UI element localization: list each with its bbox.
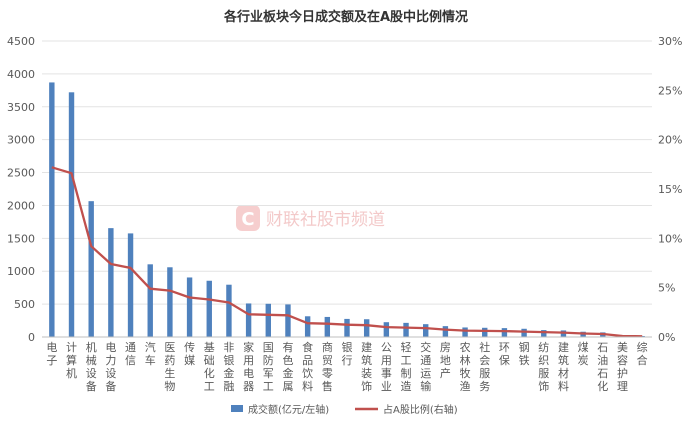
x-tick-label: 社会服务 [479, 340, 490, 393]
legend-line-label: 占A股比例(右轴) [383, 403, 458, 416]
bar-商贸零售 [324, 316, 331, 337]
right-axis-tick-label: 0% [658, 331, 675, 344]
x-tick-label: 轻工制造 [401, 340, 412, 393]
x-tick-label: 交通运输 [420, 340, 431, 393]
bar-社会服务 [482, 327, 488, 337]
bar-银行 [344, 318, 350, 337]
x-tick-label: 食品饮料 [302, 340, 313, 393]
watermark-logo-letter: C [241, 209, 254, 230]
bar-公用事业 [383, 322, 390, 337]
left-axis-tick-label: 3000 [7, 134, 35, 147]
x-axis-labels: 电子计算机机械设备电力设备通信汽车医药生物传媒基础化工非银金融家用电器国防军工有… [46, 340, 647, 393]
x-tick-label: 国防军工 [263, 341, 274, 393]
x-tick-label: 机械设备 [86, 340, 97, 393]
x-tick-label: 非银金融 [223, 341, 234, 393]
x-tick-label: 商贸零售 [322, 340, 333, 393]
x-tick-label: 房地产 [440, 341, 451, 380]
left-axis-tick-label: 1500 [7, 232, 35, 245]
x-tick-label: 纺织服饰 [538, 340, 549, 393]
chart-title: 各行业板块今日成交额及在A股中比例情况 [223, 9, 468, 25]
x-tick-label: 建筑装饰 [361, 340, 372, 393]
bar-电子 [49, 82, 55, 337]
left-axis-tick-label: 4000 [7, 68, 35, 81]
left-axis-tick-label: 3500 [7, 101, 35, 114]
x-tick-label: 综合 [637, 340, 648, 367]
x-tick-label: 计算机 [66, 341, 77, 380]
x-tick-label: 医药生物 [164, 341, 175, 393]
watermark: C 财联社股市频道 [236, 205, 385, 231]
bar-国防军工 [265, 303, 271, 337]
x-tick-label: 汽车 [145, 340, 156, 367]
gridlines [42, 40, 652, 305]
legend: 成交额(亿元/左轴) 占A股比例(右轴) [231, 403, 458, 416]
right-axis-tick-label: 25% [658, 84, 682, 97]
watermark-text: 财联社股市频道 [266, 210, 385, 230]
left-axis-tick-label: 0 [28, 331, 35, 344]
x-tick-label: 钢铁 [519, 341, 530, 367]
x-tick-label: 石油石化 [597, 341, 608, 393]
x-tick-label: 电力设备 [105, 341, 116, 393]
x-tick-label: 传媒 [184, 341, 195, 367]
bar-房地产 [442, 326, 449, 337]
right-axis-tick-label: 5% [658, 282, 675, 295]
bar-汽车 [147, 264, 153, 337]
bar-钢铁 [521, 328, 527, 337]
bar-有色金属 [285, 304, 291, 337]
bar-计算机 [68, 92, 75, 337]
bar-基础化工 [206, 280, 212, 337]
bar-医药生物 [167, 267, 173, 337]
legend-bar-label: 成交额(亿元/左轴) [248, 403, 329, 416]
x-tick-label: 基础化工 [204, 341, 215, 393]
x-tick-label: 银行 [342, 340, 353, 367]
x-tick-label: 农林牧渔 [460, 340, 471, 393]
right-axis-tick-label: 15% [658, 183, 682, 196]
x-tick-label: 家用电器 [243, 340, 254, 393]
right-axis-tick-label: 20% [658, 134, 682, 147]
x-tick-label: 煤炭 [578, 341, 589, 367]
line-series [51, 166, 643, 338]
bar-纺织服饰 [541, 330, 547, 337]
bar-通信 [127, 233, 134, 337]
bar-建筑装饰 [363, 319, 370, 337]
right-axis-tick-label: 10% [658, 232, 682, 245]
x-tick-label: 有色金属 [282, 340, 293, 393]
x-tick-label: 电子 [46, 341, 57, 367]
axes: 0 500 1000 1500 2000 2500 3000 3500 4000 4500 0% 5%… [7, 35, 682, 344]
bar-非银金融 [226, 284, 232, 337]
bar-食品饮料 [304, 316, 311, 337]
watermark-logo-icon [236, 205, 260, 231]
x-tick-label: 建筑材料 [558, 340, 569, 393]
bar-农林牧渔 [462, 327, 468, 337]
bar-交通运输 [423, 324, 429, 337]
bar-传媒 [186, 277, 193, 337]
x-tick-label: 公用事业 [381, 341, 392, 393]
legend-bar-swatch [231, 405, 243, 412]
left-axis-tick-label: 1000 [7, 265, 35, 278]
x-tick-label: 美容护理 [617, 341, 628, 393]
left-axis-tick-label: 2000 [7, 199, 35, 212]
ratio-line [51, 166, 643, 338]
x-tick-label: 通信 [125, 341, 136, 367]
left-axis-tick-label: 2500 [7, 167, 35, 180]
bar-series [49, 82, 645, 337]
right-axis-tick-label: 30% [658, 35, 682, 48]
bar-机械设备 [88, 201, 94, 337]
bar-家用电器 [245, 303, 252, 337]
x-tick-label: 环保 [499, 341, 510, 367]
bar-轻工制造 [403, 322, 409, 337]
bar-环保 [501, 328, 508, 337]
left-axis-tick-label: 500 [14, 298, 35, 311]
bar-电力设备 [108, 228, 114, 337]
left-axis-tick-label: 4500 [7, 35, 35, 48]
